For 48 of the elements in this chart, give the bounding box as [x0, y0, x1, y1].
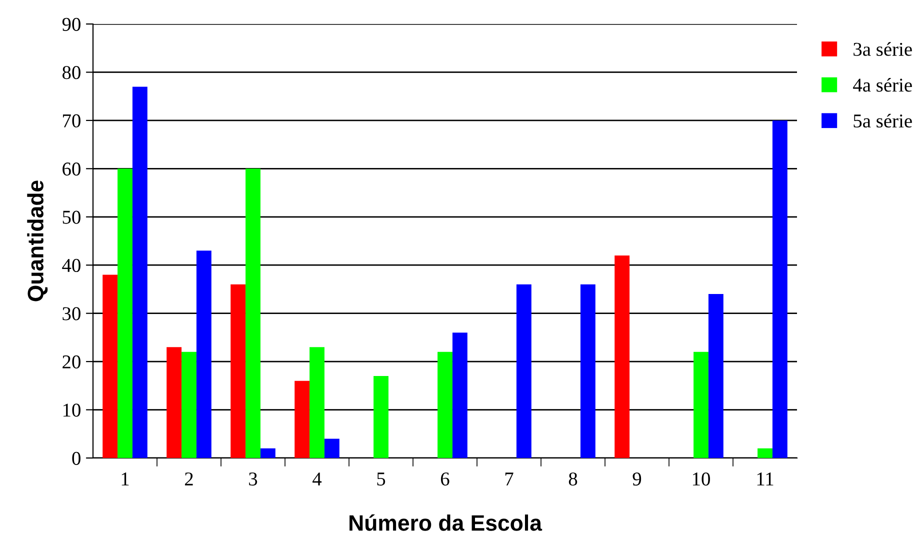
legend-label: 3a série — [854, 42, 912, 56]
bar — [452, 332, 468, 458]
y-tick-label: 10 — [63, 404, 80, 417]
y-tick-label: 70 — [63, 114, 80, 128]
bar — [772, 120, 788, 458]
bar — [580, 284, 596, 458]
y-tick-label: 60 — [62, 162, 80, 176]
bar — [758, 448, 772, 458]
x-tick-label: 5 — [377, 472, 386, 486]
x-tick-label: 7 — [505, 472, 514, 486]
bar — [374, 376, 388, 458]
bar — [102, 274, 118, 458]
legend-label: 4a série — [853, 78, 912, 92]
bar — [118, 168, 132, 458]
x-tick-label: 4 — [312, 472, 322, 486]
bar — [516, 284, 532, 458]
bar — [260, 448, 276, 458]
y-tick-label: 20 — [62, 355, 80, 368]
x-tick-label: 2 — [184, 472, 193, 486]
y-tick-label: 30 — [62, 307, 80, 320]
y-tick-label: 90 — [62, 18, 80, 31]
x-tick-label: 11 — [757, 472, 774, 486]
y-tick-label: 50 — [62, 210, 80, 224]
bar — [246, 168, 260, 458]
bar — [294, 380, 310, 458]
y-tick-label: 40 — [62, 258, 80, 272]
x-tick-label: 3 — [249, 472, 258, 486]
y-tick-label: 80 — [62, 66, 80, 80]
x-tick-label: 6 — [440, 472, 450, 486]
legend-label: 5a série — [854, 114, 912, 128]
x-tick-label: 10 — [692, 472, 710, 486]
bar — [708, 294, 724, 458]
bar — [132, 86, 148, 458]
bar — [182, 352, 196, 458]
bar — [694, 352, 708, 458]
bar — [614, 255, 630, 458]
x-axis-title: Número da Escola — [350, 514, 542, 531]
x-tick-label: 9 — [632, 472, 642, 486]
bar — [196, 250, 212, 458]
x-tick-label: 8 — [568, 472, 578, 486]
bar — [166, 347, 182, 458]
y-tick-label: 0 — [72, 452, 80, 465]
bar — [230, 284, 246, 458]
bar — [438, 352, 452, 458]
bar — [324, 438, 340, 458]
x-tick-label: 1 — [122, 472, 129, 486]
bar — [310, 347, 324, 458]
y-axis-title: Quantidade — [27, 180, 48, 302]
